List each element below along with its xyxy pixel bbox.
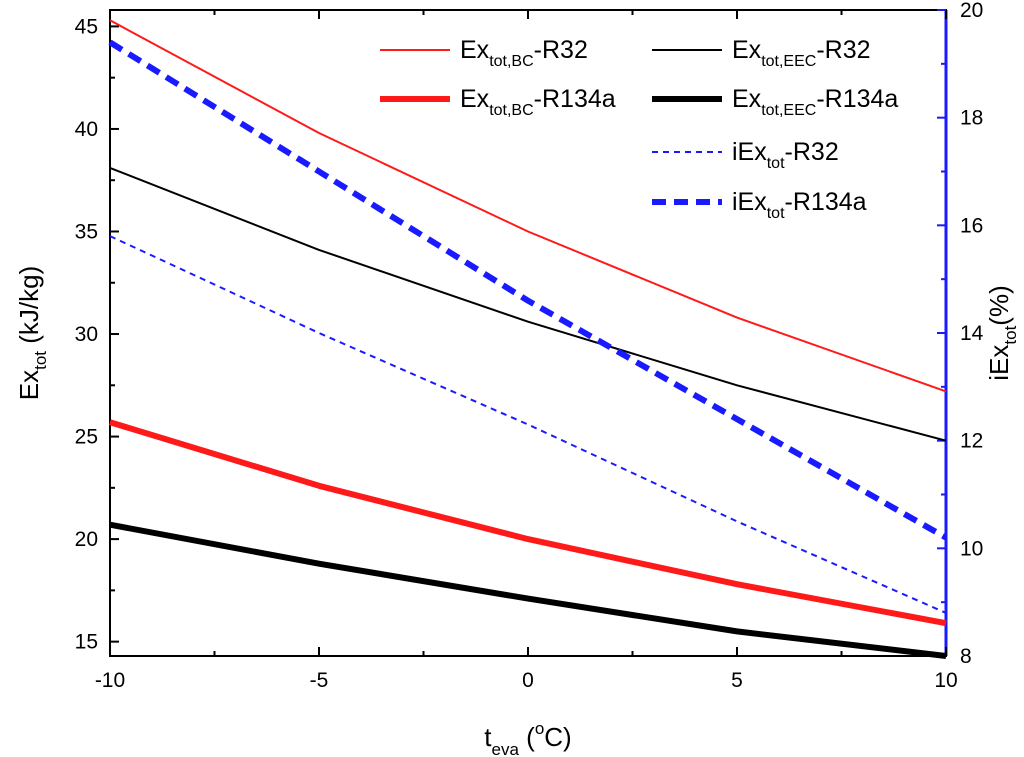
y-right-tick-label: 12	[960, 430, 983, 453]
legend: Extot,BC-R32 Extot,EEC-R32 Extot,BC-R134a E…	[380, 36, 898, 222]
legend-label: iExtot-R134a	[732, 188, 867, 222]
y-left-tick-label: 45	[75, 15, 98, 38]
legend-label: Extot,BC-R134a	[460, 85, 616, 119]
legend-label: Extot,BC-R32	[460, 36, 588, 70]
y-right-tick-label: 18	[960, 107, 983, 130]
x-axis-title: teva (oC)	[484, 719, 571, 757]
x-tick-label: 0	[522, 669, 534, 692]
y-axis-right-title: iExtot(%)	[984, 285, 1020, 380]
y-right-tick-label: 14	[960, 322, 984, 345]
y-left-tick-label: 35	[75, 220, 98, 243]
series-lines	[108, 19, 948, 659]
series-line-iex-tot-r134a	[108, 39, 948, 541]
series-line-ex-tot-eec-r32	[109, 166, 947, 442]
legend-label: iExtot-R32	[732, 138, 839, 172]
x-tick-label: -10	[95, 669, 125, 692]
series-line-ex-tot-bc-r32	[109, 19, 947, 393]
x-tick-label: 10	[934, 669, 957, 692]
y-right-tick-label: 8	[960, 645, 972, 668]
series-line-iex-tot-r32	[109, 235, 947, 614]
y-right-tick-label: 16	[960, 214, 983, 237]
x-tick-label: -5	[310, 669, 329, 692]
y-left-tick-label: 40	[75, 118, 98, 141]
tick-marks	[109, 9, 947, 657]
x-tick-label: 5	[731, 669, 743, 692]
series-line-ex-tot-eec-r134a	[109, 521, 947, 659]
y-right-tick-label: 20	[960, 0, 983, 22]
series-line-ex-tot-bc-r134a	[109, 419, 947, 627]
legend-label: Extot,EEC-R134a	[732, 85, 898, 119]
y-right-tick-label: 10	[960, 537, 983, 560]
y-axis-left-title: Extot (kJ/kg)	[14, 266, 50, 400]
legend-label: Extot,EEC-R32	[732, 36, 871, 70]
y-left-tick-label: 25	[75, 426, 98, 449]
y-left-tick-label: 20	[75, 528, 98, 551]
y-left-tick-label: 30	[75, 323, 98, 346]
y-left-tick-label: 15	[75, 631, 98, 654]
